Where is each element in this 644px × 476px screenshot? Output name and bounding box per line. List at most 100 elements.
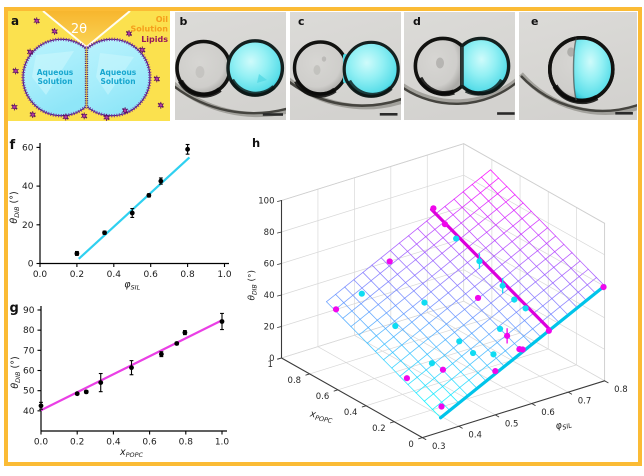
z-tick bbox=[277, 357, 282, 360]
floor-grid bbox=[390, 323, 533, 404]
mesh-line bbox=[524, 320, 534, 330]
mesh-line bbox=[439, 284, 449, 294]
mesh-line bbox=[464, 301, 475, 310]
mesh-line bbox=[489, 310, 500, 320]
mesh-line bbox=[409, 352, 419, 363]
mesh-line bbox=[437, 308, 448, 317]
mesh-line bbox=[394, 313, 405, 322]
box-edge bbox=[281, 143, 465, 201]
mesh-line bbox=[416, 369, 427, 378]
mesh-line bbox=[457, 269, 467, 279]
mesh-line bbox=[460, 215, 471, 224]
mesh-line bbox=[351, 303, 362, 312]
mesh-line bbox=[435, 206, 446, 215]
merged-droplet bbox=[547, 35, 615, 105]
mesh-line bbox=[456, 293, 466, 302]
mesh-line bbox=[460, 364, 471, 373]
mesh-line bbox=[514, 194, 524, 204]
mesh-line bbox=[470, 199, 480, 209]
mesh-line bbox=[374, 343, 385, 352]
mesh-line bbox=[577, 291, 587, 301]
mesh-line bbox=[445, 316, 456, 325]
mesh-line bbox=[397, 266, 407, 275]
x-tick bbox=[305, 373, 311, 376]
mesh-line bbox=[495, 357, 505, 367]
mesh-line bbox=[453, 347, 463, 357]
mesh-line bbox=[416, 243, 426, 253]
mesh-line bbox=[361, 280, 372, 289]
mesh-line bbox=[360, 303, 370, 313]
mesh-line bbox=[404, 297, 414, 307]
mesh-line bbox=[375, 328, 386, 337]
mesh-line bbox=[463, 324, 473, 334]
mesh-line bbox=[457, 262, 468, 271]
mesh-line bbox=[515, 320, 525, 329]
mesh-line bbox=[516, 288, 527, 298]
z-tick bbox=[277, 326, 282, 328]
mesh-line bbox=[481, 309, 491, 320]
mesh-line bbox=[455, 316, 465, 326]
mesh-line bbox=[417, 228, 427, 238]
mesh-line bbox=[511, 241, 521, 251]
mesh-line bbox=[519, 242, 530, 251]
data-point bbox=[74, 391, 80, 397]
mesh-line bbox=[569, 276, 580, 285]
mesh-line bbox=[395, 305, 405, 315]
mesh-line bbox=[474, 286, 484, 296]
y-tick-label: 50 bbox=[23, 387, 35, 397]
data-point bbox=[158, 178, 164, 184]
mesh-line bbox=[342, 317, 352, 327]
mesh-line bbox=[432, 409, 442, 419]
mesh-line bbox=[433, 393, 442, 403]
y-axis-label: θDIB (°) bbox=[10, 356, 22, 388]
mesh-line bbox=[456, 277, 467, 286]
data-point bbox=[174, 341, 180, 346]
mesh-line bbox=[485, 247, 495, 257]
mesh-line bbox=[578, 276, 588, 286]
mesh-line bbox=[541, 313, 552, 322]
mesh-line bbox=[586, 277, 597, 286]
data-point bbox=[456, 338, 463, 345]
mesh-line bbox=[468, 239, 478, 248]
mesh-line bbox=[444, 206, 454, 216]
mesh-line bbox=[486, 224, 497, 233]
mesh-line bbox=[369, 295, 379, 306]
mesh-line bbox=[496, 201, 507, 210]
left-droplet-label-line1: Aqueous bbox=[37, 68, 74, 77]
mesh-line bbox=[399, 375, 409, 386]
mesh-line bbox=[506, 311, 517, 321]
mesh-line bbox=[491, 287, 501, 297]
mesh-line bbox=[411, 321, 421, 331]
mesh-line bbox=[543, 282, 554, 291]
mesh-line bbox=[518, 257, 529, 266]
mesh-line bbox=[335, 286, 346, 295]
mesh-line bbox=[520, 226, 531, 235]
dye-droplet bbox=[226, 39, 285, 97]
mesh-line bbox=[407, 376, 418, 386]
mesh-line bbox=[511, 233, 522, 242]
mesh-line bbox=[447, 285, 458, 294]
mesh-line bbox=[414, 274, 424, 284]
y-tick-label: 0.8 bbox=[614, 385, 628, 395]
mesh-line bbox=[551, 290, 562, 299]
mesh-line bbox=[408, 361, 419, 370]
data-point bbox=[438, 403, 445, 410]
mesh-line bbox=[503, 232, 513, 242]
data-point bbox=[474, 294, 482, 302]
mesh-line bbox=[498, 310, 508, 321]
y-tick-label: 0 bbox=[28, 260, 34, 270]
mesh-line bbox=[402, 321, 413, 330]
mesh-line bbox=[438, 299, 448, 309]
mesh-line bbox=[490, 302, 500, 312]
mesh-line bbox=[458, 246, 469, 255]
mesh-line bbox=[550, 313, 560, 323]
mesh-line bbox=[403, 313, 413, 323]
right-wall-grid bbox=[463, 174, 605, 256]
data-point bbox=[511, 296, 518, 303]
mesh-line bbox=[452, 363, 462, 373]
y-tick-label: 0.4 bbox=[468, 431, 482, 441]
mesh-line bbox=[493, 248, 504, 257]
mesh-line bbox=[444, 354, 454, 364]
x-tick-label: 0.0 bbox=[33, 270, 48, 280]
